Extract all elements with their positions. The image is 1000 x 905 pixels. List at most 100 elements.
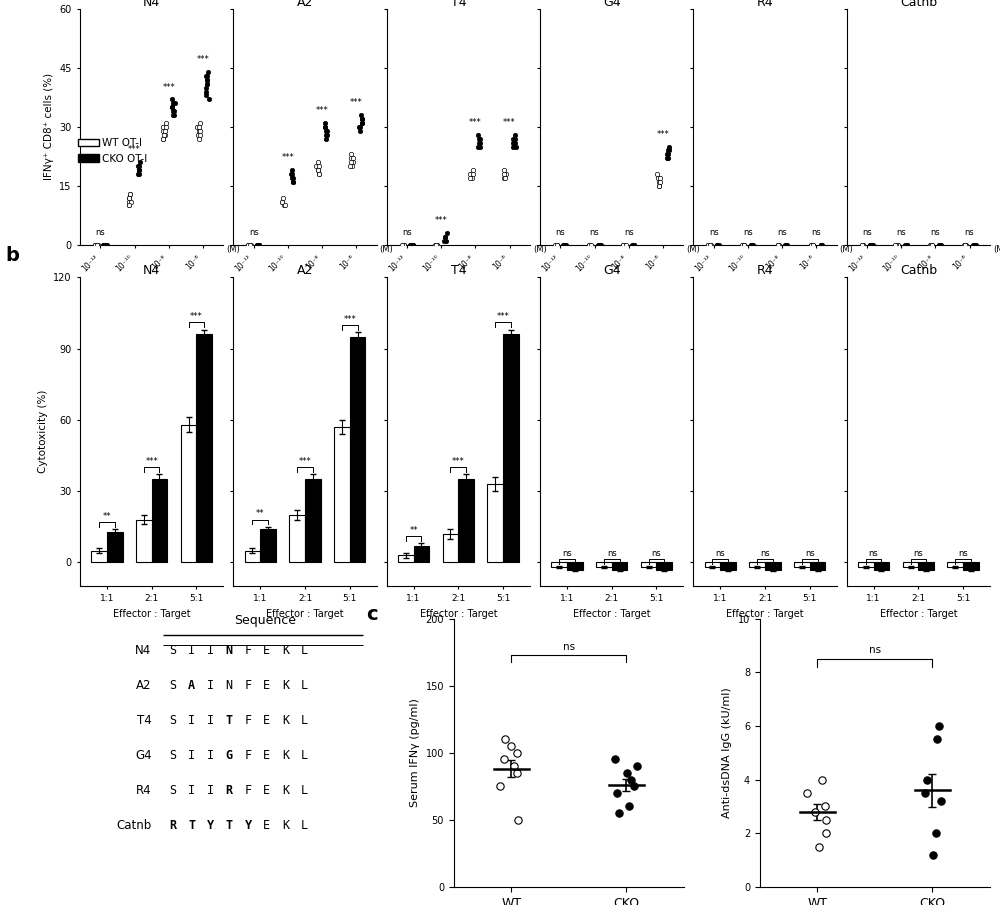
Text: ns: ns — [709, 228, 719, 237]
Point — [966, 237, 982, 252]
Bar — [350, 337, 365, 562]
Point — [98, 237, 114, 252]
Point — [659, 151, 675, 166]
Point — [274, 195, 290, 209]
Text: ***: *** — [128, 146, 141, 155]
Point — [437, 230, 453, 244]
Point — [492, 779, 508, 794]
Text: K: K — [282, 819, 289, 832]
Point — [201, 92, 217, 107]
Text: L: L — [301, 714, 308, 727]
Point — [342, 159, 358, 174]
Text: L: L — [301, 644, 308, 657]
Point — [506, 759, 522, 774]
Point — [285, 175, 301, 189]
Point — [166, 108, 182, 122]
Point — [198, 89, 214, 103]
Point — [626, 237, 642, 252]
Text: ns: ns — [760, 548, 770, 557]
Text: ns: ns — [965, 228, 974, 237]
Y-axis label: Cytotoxicity (%): Cytotoxicity (%) — [38, 390, 48, 473]
Text: E: E — [263, 680, 270, 692]
Bar — [398, 556, 414, 562]
X-axis label: Effector : Target: Effector : Target — [880, 609, 957, 619]
Text: ***: *** — [299, 457, 311, 466]
Point — [343, 155, 359, 169]
Point — [818, 813, 834, 827]
Point — [650, 171, 666, 186]
Point — [240, 237, 256, 252]
Point — [736, 237, 752, 252]
Text: G4: G4 — [135, 749, 152, 762]
Bar — [91, 550, 107, 562]
Point — [558, 237, 574, 252]
Point — [164, 100, 180, 115]
Point — [855, 237, 871, 252]
Point — [470, 139, 486, 154]
Point — [779, 237, 795, 252]
Point — [396, 237, 412, 252]
Bar — [181, 424, 196, 562]
Point — [472, 139, 488, 154]
Y-axis label: IFNγ⁺ CD8⁺ cells (%): IFNγ⁺ CD8⁺ cells (%) — [44, 73, 54, 180]
Text: **: ** — [256, 510, 264, 519]
Point — [283, 167, 299, 181]
Text: R: R — [169, 819, 176, 832]
Point — [249, 237, 265, 252]
Text: (M): (M) — [533, 244, 547, 253]
Point — [343, 151, 359, 166]
Point — [465, 167, 481, 181]
Text: ***: *** — [162, 82, 175, 91]
Text: S: S — [169, 714, 176, 727]
Point — [354, 116, 370, 130]
Point — [660, 143, 676, 157]
Point — [770, 237, 786, 252]
Bar — [749, 562, 765, 567]
Point — [87, 237, 103, 252]
Text: K: K — [282, 680, 289, 692]
Point — [190, 128, 206, 142]
Text: S: S — [169, 784, 176, 796]
Text: ***: *** — [282, 153, 294, 162]
Point — [191, 119, 207, 134]
Point — [465, 163, 481, 177]
Bar — [334, 427, 350, 562]
Bar — [136, 519, 152, 562]
Text: A2: A2 — [136, 680, 152, 692]
Point — [507, 136, 523, 150]
Point — [919, 772, 935, 786]
Point — [318, 128, 334, 142]
Point — [192, 124, 208, 138]
Point — [924, 237, 940, 252]
Point — [929, 732, 945, 747]
Point — [498, 167, 514, 181]
Point — [888, 237, 904, 252]
Point — [131, 159, 147, 174]
Bar — [414, 546, 429, 562]
Point — [507, 128, 523, 142]
Text: ns: ns — [811, 228, 821, 237]
Text: Catnb: Catnb — [116, 819, 152, 832]
Point — [652, 171, 668, 186]
Bar — [765, 562, 781, 569]
Point — [436, 233, 452, 248]
Text: Y: Y — [207, 819, 214, 832]
Text: ns: ns — [869, 548, 878, 557]
Point — [462, 167, 478, 181]
Point — [817, 799, 833, 814]
Point — [427, 237, 443, 252]
Text: ns: ns — [896, 228, 906, 237]
Point — [343, 148, 359, 162]
Point — [626, 237, 642, 252]
Text: E: E — [263, 644, 270, 657]
Point — [131, 167, 147, 181]
Point — [864, 237, 880, 252]
Point — [192, 128, 208, 142]
Point — [198, 81, 214, 95]
Point — [121, 195, 137, 209]
X-axis label: Effector : Target: Effector : Target — [573, 609, 650, 619]
Point — [771, 237, 787, 252]
Point — [503, 738, 519, 753]
Point — [130, 159, 146, 174]
Text: (M): (M) — [840, 244, 853, 253]
